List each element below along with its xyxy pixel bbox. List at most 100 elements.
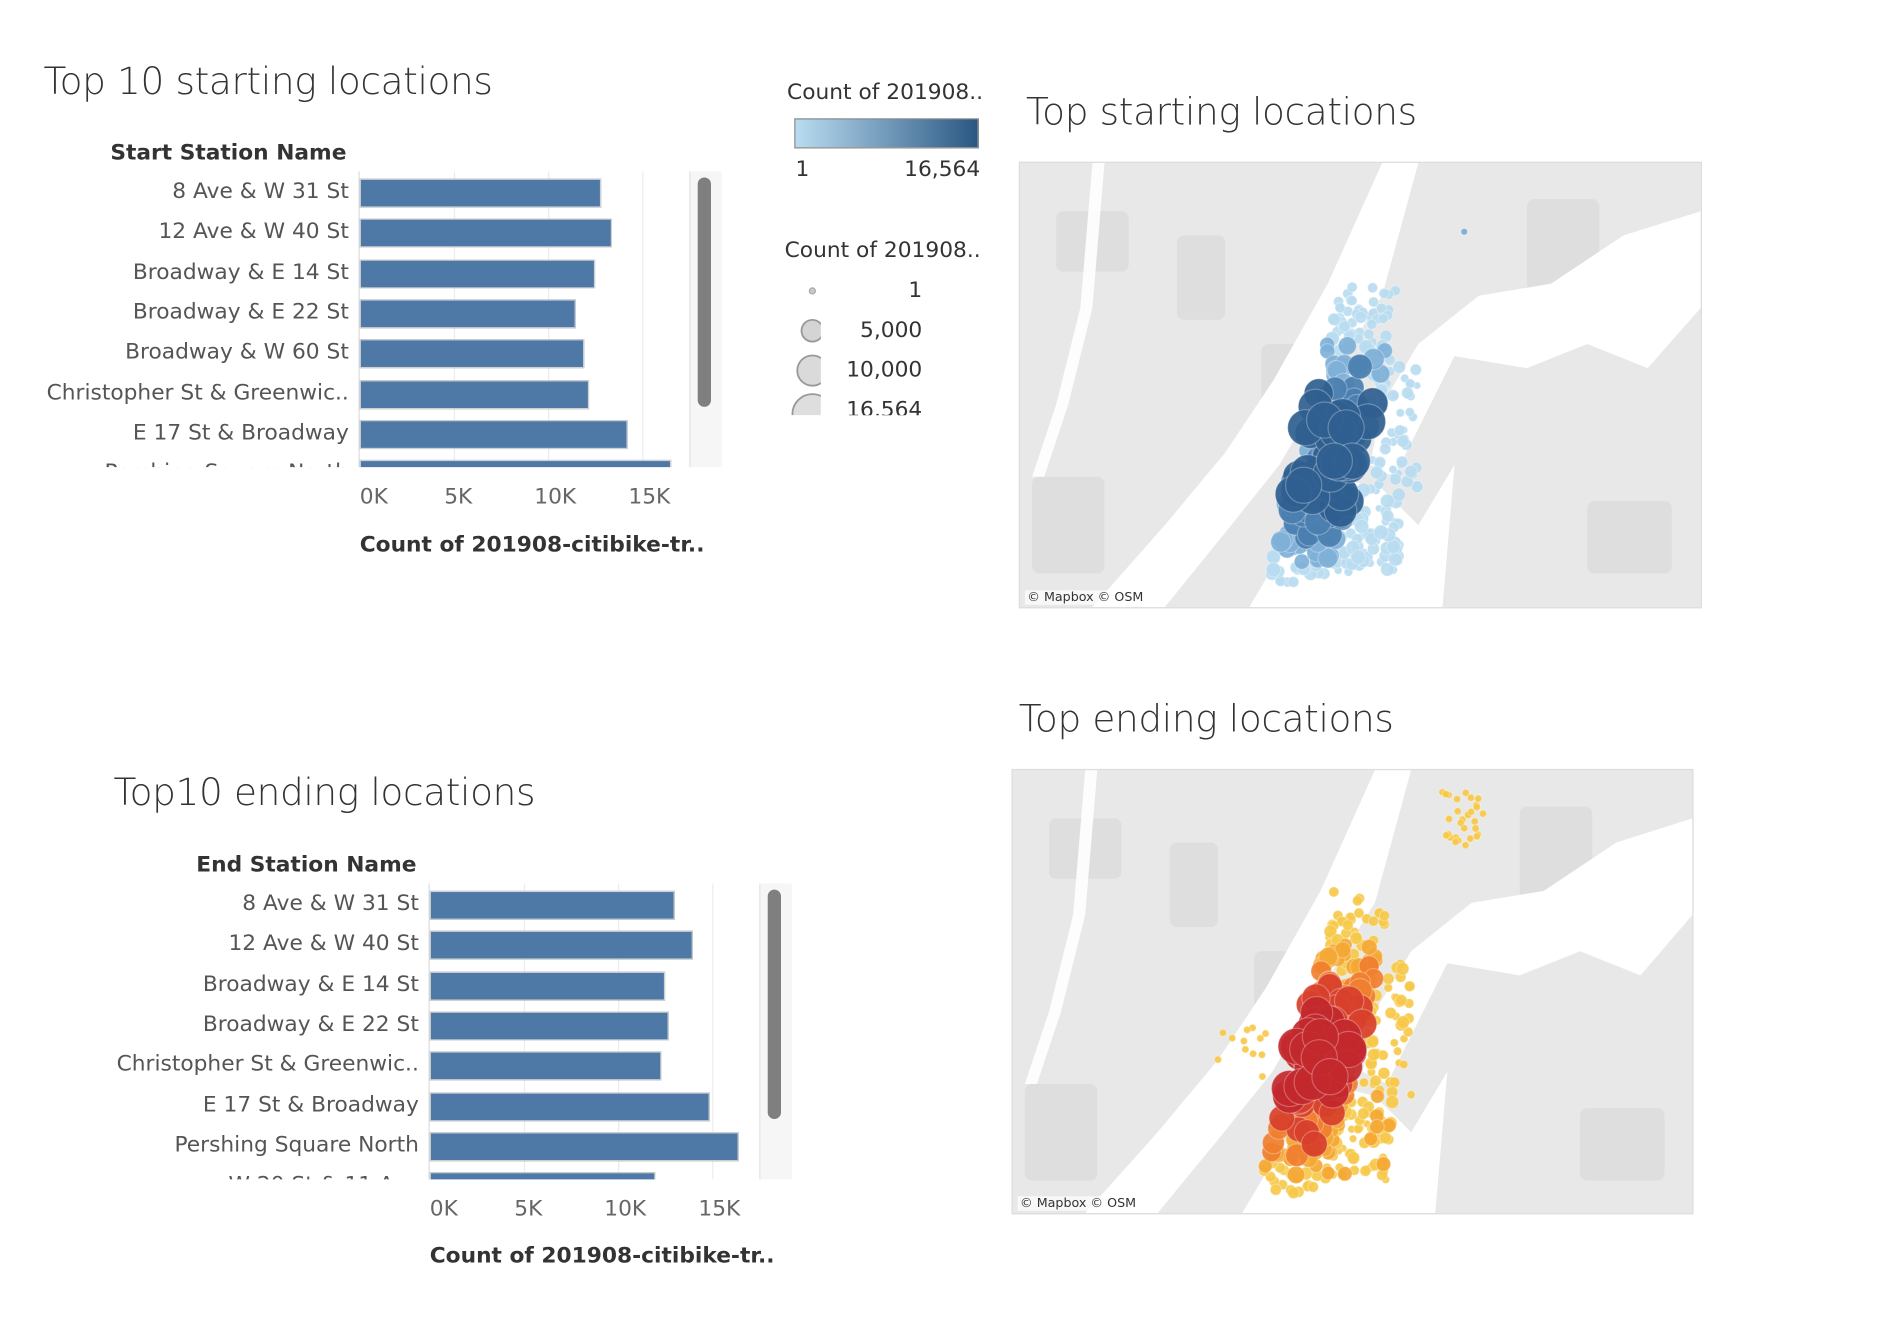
station-bubble xyxy=(1375,1156,1392,1172)
station-bubble xyxy=(1398,1059,1409,1070)
park-area xyxy=(1176,235,1226,320)
station-bubble xyxy=(1348,1134,1358,1144)
hudson-river xyxy=(1092,162,1419,608)
bar[interactable] xyxy=(359,178,601,208)
x-tick-label: 10K xyxy=(604,1196,647,1222)
station-bubble xyxy=(1349,931,1363,946)
station-bubble xyxy=(1369,1088,1385,1104)
row-label[interactable]: Pershing Square North xyxy=(104,460,348,467)
station-bubble xyxy=(1269,1183,1282,1196)
bar[interactable] xyxy=(359,299,577,329)
start-x-axis-title[interactable]: Count of 201908-citibike-tr.. xyxy=(359,532,705,558)
bar[interactable] xyxy=(359,419,628,449)
row-label[interactable]: W 20 St & 11 Ave xyxy=(228,1172,418,1179)
bar[interactable] xyxy=(429,1172,656,1180)
station-bubble xyxy=(1378,287,1390,300)
station-bubble xyxy=(1353,518,1370,535)
bar[interactable] xyxy=(429,1132,739,1161)
start_chart-plot-area[interactable] xyxy=(358,171,689,468)
station-bubble xyxy=(1286,1165,1306,1185)
size-legend-label: 10,000 xyxy=(846,357,923,383)
bar[interactable] xyxy=(359,460,672,468)
station-bubble xyxy=(1452,794,1462,804)
size-legend-label: 16,564 xyxy=(846,397,923,416)
station-bubble xyxy=(1287,1186,1300,1200)
start-row-header[interactable]: Start Station Name xyxy=(110,140,347,166)
station-bubble xyxy=(1400,386,1414,400)
row-label[interactable]: 8 Ave & W 31 St xyxy=(242,890,419,917)
river xyxy=(1032,162,1105,477)
row-label[interactable]: Broadway & E 22 St xyxy=(132,299,349,325)
station-bubble xyxy=(1456,818,1465,828)
station-bubble xyxy=(1395,455,1409,469)
bar[interactable] xyxy=(359,339,584,369)
park-area xyxy=(1024,1083,1098,1181)
start-map[interactable]: © Mapbox © OSM xyxy=(1018,161,1703,609)
station-bubble xyxy=(1472,802,1481,812)
start-map-canvas[interactable] xyxy=(1019,162,1701,608)
scrollbar-thumb[interactable] xyxy=(767,889,781,1119)
end-x-axis-title[interactable]: Count of 201908-citibike-tr.. xyxy=(429,1243,775,1269)
station-bubble xyxy=(1346,294,1358,307)
end-map-canvas[interactable] xyxy=(1012,770,1693,1214)
bar[interactable] xyxy=(429,1011,669,1041)
station-bubble xyxy=(1287,575,1300,588)
bar[interactable] xyxy=(429,1091,711,1121)
station-bubble xyxy=(1395,961,1410,976)
x-tick-label: 15K xyxy=(628,484,671,510)
end_chart-plot-area[interactable] xyxy=(428,883,759,1180)
station-bubble xyxy=(1466,834,1475,843)
station-bubble xyxy=(1382,972,1395,985)
row-label[interactable]: 8 Ave & W 31 St xyxy=(172,178,349,204)
station-bubble xyxy=(1293,553,1311,570)
station-bubble xyxy=(1375,302,1388,314)
row-label[interactable]: 12 Ave & W 40 St xyxy=(228,931,419,957)
bar[interactable] xyxy=(429,1051,662,1081)
bar[interactable] xyxy=(429,890,675,920)
map-attribution[interactable]: © Mapbox © OSM xyxy=(1017,1196,1139,1211)
station-bubble xyxy=(1381,509,1395,523)
row-label[interactable]: Broadway & E 22 St xyxy=(202,1011,419,1037)
bar[interactable] xyxy=(359,379,590,409)
station-bubble xyxy=(1403,980,1416,993)
end-row-header[interactable]: End Station Name xyxy=(196,852,417,878)
station-bubble xyxy=(1388,464,1398,475)
row-label[interactable]: 12 Ave & W 40 St xyxy=(158,218,349,245)
row-label[interactable]: Christopher St & Greenwic.. xyxy=(116,1051,419,1077)
start-map-title: Top starting locations xyxy=(1026,90,1417,134)
station-bubble xyxy=(1386,389,1400,403)
row-label[interactable]: Pershing Square North xyxy=(174,1132,419,1158)
station-bubble xyxy=(1341,919,1354,932)
station-bubble xyxy=(1393,424,1406,437)
station-bubble xyxy=(1346,1151,1361,1165)
station-bubble xyxy=(1453,807,1462,816)
size-legend-title: Count of 201908.. xyxy=(784,237,981,264)
size-legend: 1 5,000 10,000 16,564 xyxy=(773,268,954,416)
station-bubble xyxy=(1466,793,1476,802)
east-river xyxy=(1370,211,1701,477)
row-label[interactable]: Christopher St & Greenwic.. xyxy=(46,379,349,405)
row-label[interactable]: Broadway & W 60 St xyxy=(125,339,349,365)
station-bubble xyxy=(1327,409,1365,447)
end-map[interactable]: © Mapbox © OSM xyxy=(1011,768,1694,1215)
map-attribution[interactable]: © Mapbox © OSM xyxy=(1024,590,1146,605)
x-tick-label: 5K xyxy=(444,484,473,510)
bar[interactable] xyxy=(359,218,613,248)
bar[interactable] xyxy=(429,971,666,1001)
scrollbar-thumb[interactable] xyxy=(697,177,711,407)
station-bubble xyxy=(1333,985,1365,1017)
hudson-river xyxy=(1085,770,1412,1214)
station-bubble xyxy=(1257,1050,1267,1059)
size-legend-circle xyxy=(796,354,821,387)
park-area xyxy=(1169,842,1218,928)
row-label[interactable]: E 17 St & Broadway xyxy=(202,1091,419,1118)
bar[interactable] xyxy=(429,931,694,961)
x-tick-label: 10K xyxy=(534,484,577,510)
size-legend-label: 5,000 xyxy=(860,317,923,343)
station-bubble xyxy=(1394,993,1408,1007)
row-label[interactable]: Broadway & E 14 St xyxy=(202,971,419,997)
station-bubble xyxy=(1471,824,1480,833)
row-label[interactable]: Broadway & E 14 St xyxy=(132,259,349,285)
bar[interactable] xyxy=(359,259,596,289)
row-label[interactable]: E 17 St & Broadway xyxy=(132,419,349,446)
